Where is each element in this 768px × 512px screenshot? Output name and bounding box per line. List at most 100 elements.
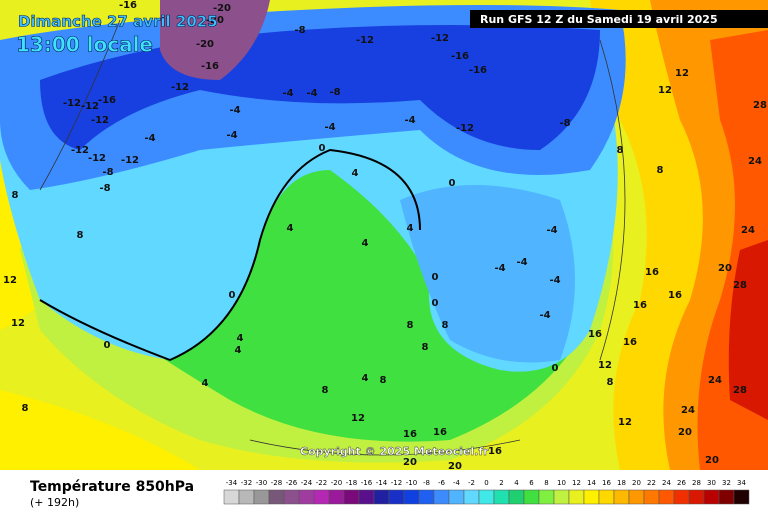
contour-label: -4 xyxy=(282,88,293,99)
zero-isotherm xyxy=(39,148,421,362)
contour-label: -8 xyxy=(99,183,110,194)
contour-label: 20 xyxy=(718,263,732,274)
contour-label: 4 xyxy=(235,345,242,356)
contour-label: 8 xyxy=(77,230,84,241)
legend-tick-label: 14 xyxy=(587,479,596,487)
legend: -34 -32 -30 -28 -26 -24 -22 -20 -18 -16 -14 -12 -10-… xyxy=(223,479,750,505)
contour-label: 0 xyxy=(552,363,559,374)
contour-label: -20 xyxy=(196,39,214,50)
legend-tick-label: -20 xyxy=(331,479,342,487)
contour-label: 12 xyxy=(675,68,689,79)
contour-label: -4 xyxy=(144,133,155,144)
legend-swatch xyxy=(388,489,405,505)
contour-label: 20 xyxy=(403,457,417,468)
contour-label: 0 xyxy=(104,340,111,351)
legend-tick-label: 12 xyxy=(572,479,581,487)
contour-label: 16 xyxy=(633,300,647,311)
contour-label: 12 xyxy=(11,318,25,329)
legend-swatch xyxy=(313,489,330,505)
contour-label: -16 xyxy=(119,0,137,11)
legend-tick-label: -34 xyxy=(226,479,238,487)
contour-label: 16 xyxy=(645,267,659,278)
legend-swatch xyxy=(358,489,375,505)
legend-swatch xyxy=(433,489,450,505)
contour-label: 24 xyxy=(748,156,762,167)
legend-tick-label: -4 xyxy=(453,479,461,487)
contour-label: -4 xyxy=(404,115,415,126)
contour-label: 8 xyxy=(422,342,429,353)
legend-tick-label: 34 xyxy=(737,479,746,487)
contour-label: 12 xyxy=(618,417,632,428)
contour-label: -12 xyxy=(171,82,189,93)
contour-label: 20 xyxy=(705,455,719,466)
contour-label: 0 xyxy=(449,178,456,189)
run-info: Run GFS 12 Z du Samedi 19 avril 2025 xyxy=(480,13,718,26)
contour-label: 4 xyxy=(362,238,369,249)
legend-tick-label: -14 xyxy=(376,479,388,487)
contour-label: -20 xyxy=(206,15,224,26)
contour-label: -12 xyxy=(431,33,449,44)
contour-label: 4 xyxy=(362,373,369,384)
contour-label: 12 xyxy=(351,413,365,424)
legend-tick-label: -18 xyxy=(346,479,357,487)
contour-label: 8 xyxy=(322,385,329,396)
contour-label: -4 xyxy=(549,275,560,286)
legend-swatch xyxy=(538,489,555,505)
legend-tick-label: 22 xyxy=(647,479,656,487)
legend-tick-label: -24 xyxy=(301,479,313,487)
field-frigid xyxy=(160,0,270,80)
contour-label: -8 xyxy=(329,87,340,98)
footer-lead: (+ 192h) xyxy=(30,496,79,509)
contour-label: 0 xyxy=(432,272,439,283)
contour-label: -16 xyxy=(451,51,469,62)
contour-label: 8 xyxy=(442,320,449,331)
legend-swatch xyxy=(403,489,420,505)
contour-label: 16 xyxy=(668,290,682,301)
legend-swatch xyxy=(583,489,600,505)
contour-label: 24 xyxy=(741,225,755,236)
contour-label: 28 xyxy=(753,100,767,111)
contour-label: 12 xyxy=(3,275,17,286)
legend-tick-label: -28 xyxy=(271,479,282,487)
contour-label: 4 xyxy=(407,223,414,234)
legend-tick-label: -12 xyxy=(391,479,402,487)
legend-swatch xyxy=(568,489,585,505)
legend-tick-label: 16 xyxy=(602,479,611,487)
run-box xyxy=(470,10,768,28)
legend-swatch xyxy=(238,489,255,505)
contour-label: -4 xyxy=(324,122,335,133)
legend-tick-label: 30 xyxy=(707,479,716,487)
legend-swatch xyxy=(223,489,240,505)
legend-tick-label: 20 xyxy=(632,479,641,487)
contour-label: -12 xyxy=(88,153,106,164)
legend-swatch xyxy=(628,489,645,505)
legend-tick-label: 32 xyxy=(722,479,731,487)
legend-swatch xyxy=(508,489,525,505)
contour-label: 8 xyxy=(12,190,19,201)
contour-label: -12 xyxy=(91,115,109,126)
footer-title: Température 850hPa xyxy=(30,479,194,495)
legend-swatch xyxy=(343,489,360,505)
temperature-field xyxy=(0,0,768,470)
legend-tick-label: 10 xyxy=(557,479,566,487)
legend-swatch xyxy=(373,489,390,505)
contour-label: -8 xyxy=(559,118,570,129)
contour-label: 8 xyxy=(657,165,664,176)
legend-tick-label: 6 xyxy=(529,479,534,487)
contour-label: 16 xyxy=(433,427,447,438)
legend-swatch xyxy=(688,489,705,505)
legend-tick-label: -10 xyxy=(406,479,417,487)
legend-tick-label: -2 xyxy=(468,479,475,487)
field-hottest xyxy=(728,240,768,420)
legend-swatch xyxy=(268,489,285,505)
forecast-time: 13:00 locale xyxy=(16,33,153,57)
contour-label: -8 xyxy=(102,167,113,178)
legend-swatch xyxy=(493,489,510,505)
legend-tick-label: -8 xyxy=(423,479,430,487)
legend-tick-label: 26 xyxy=(677,479,686,487)
legend-swatch xyxy=(718,489,735,505)
field-cold-europe xyxy=(400,185,575,363)
contour-label: -4 xyxy=(494,263,505,274)
contour-label: -20 xyxy=(213,3,231,14)
